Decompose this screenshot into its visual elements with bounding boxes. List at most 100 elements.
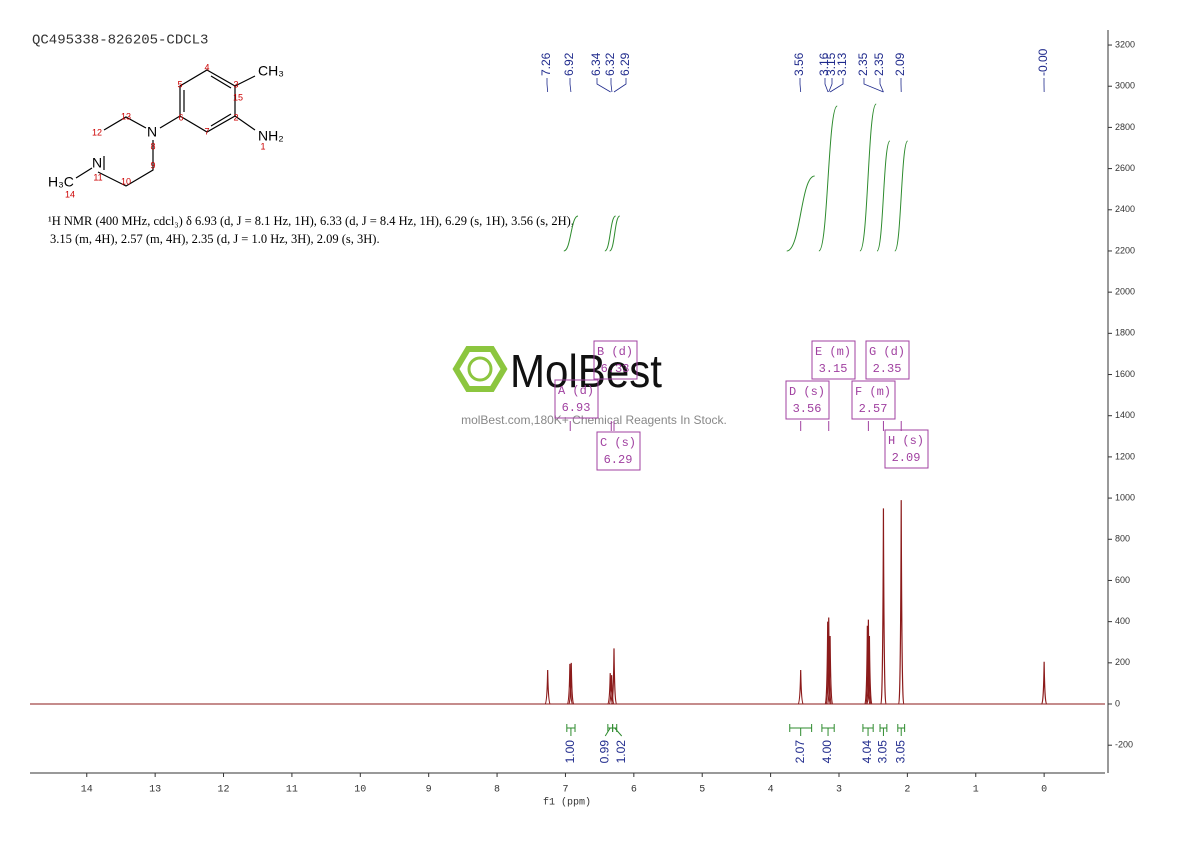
atom-number: 2 xyxy=(233,112,238,122)
peak xyxy=(898,500,905,705)
peak-label: 2.09 xyxy=(893,52,907,76)
multiplet-name: D (s) xyxy=(789,385,825,399)
x-tick-label: 5 xyxy=(699,785,705,796)
atom-number: 1 xyxy=(260,141,265,151)
multiplet-box xyxy=(811,340,856,380)
description-line: 3.15 (m, 4H), 2.57 (m, 4H), 2.35 (d, J =… xyxy=(50,232,380,246)
peak-label-leader xyxy=(824,78,829,93)
integral-label: 1.00 xyxy=(563,740,577,764)
peak-label-leader xyxy=(596,78,611,93)
multiplet-box xyxy=(785,380,830,420)
peak xyxy=(608,675,615,705)
peak-label: 3.56 xyxy=(792,52,806,76)
x-tick-label: 14 xyxy=(81,785,93,796)
atom-number: 11 xyxy=(93,172,102,182)
integral-label: 2.07 xyxy=(793,740,807,764)
x-tick-label: 3 xyxy=(836,785,842,796)
integral-bracket xyxy=(612,724,623,737)
x-tick-label: 9 xyxy=(426,785,432,796)
multiplet-shift: 6.33 xyxy=(601,362,630,376)
multiplet-name: A (d) xyxy=(558,384,594,398)
multiplet-name: G (d) xyxy=(869,345,905,359)
integral-curve xyxy=(609,215,621,252)
y-tick-label: 2200 xyxy=(1115,245,1135,255)
integral-label: 3.05 xyxy=(876,740,890,764)
y-tick-label: 1800 xyxy=(1115,328,1135,338)
y-tick-label: 1200 xyxy=(1115,451,1135,461)
peak xyxy=(566,663,573,705)
peak-label: 6.29 xyxy=(618,52,632,76)
peak-label-leader xyxy=(879,78,884,93)
peak xyxy=(825,617,832,705)
integral-curve xyxy=(818,105,838,252)
integral-label: 1.02 xyxy=(614,740,628,764)
peak-label: 6.34 xyxy=(589,52,603,76)
multiplet-box xyxy=(884,429,929,469)
peak-label-leader xyxy=(863,78,884,93)
atom-number: 7 xyxy=(204,126,209,136)
y-tick-label: 200 xyxy=(1115,657,1130,667)
y-tick-label: 800 xyxy=(1115,534,1130,544)
integral-bracket xyxy=(879,724,888,736)
integral-label: 4.04 xyxy=(860,740,874,764)
atom-labels: CH₃ NH₂ N N H₃C xyxy=(48,63,284,190)
multiplet-shift: 6.29 xyxy=(604,453,633,467)
benzene-ring xyxy=(179,69,236,133)
integral-bracket xyxy=(604,724,614,737)
x-tick-label: 13 xyxy=(149,785,161,796)
peak xyxy=(826,636,834,705)
multiplet-shift: 6.93 xyxy=(562,401,591,415)
peak-label: 3.13 xyxy=(835,52,849,76)
y-tick-label: 3200 xyxy=(1115,39,1135,49)
integral-bracket xyxy=(566,724,576,736)
multiplet-shift: 2.57 xyxy=(859,402,888,416)
peak xyxy=(865,619,872,705)
peak xyxy=(607,673,614,705)
x-tick-label: 10 xyxy=(354,785,366,796)
integral-label: 0.99 xyxy=(597,740,611,764)
integral-bracket xyxy=(789,724,813,736)
y-tick-label: 3000 xyxy=(1115,81,1135,91)
peak-label: 3.16 xyxy=(817,52,831,76)
y-tick-label: 1000 xyxy=(1115,492,1135,502)
atom-number: 5 xyxy=(177,79,182,89)
atom-numbers: 1 2 3 4 5 6 7 8 9 10 11 12 13 14 15 xyxy=(65,62,266,199)
peak-label: -0.00 xyxy=(1036,48,1050,76)
atom-label: NH₂ xyxy=(258,128,284,144)
logo-hexagon xyxy=(452,346,508,392)
x-tick-label: 12 xyxy=(218,785,230,796)
atom-number: 4 xyxy=(204,62,209,72)
atom-label: N xyxy=(92,155,102,171)
integral-curve xyxy=(876,140,891,252)
peak xyxy=(880,508,887,705)
peak xyxy=(797,670,804,705)
atom-number: 3 xyxy=(233,79,238,89)
peak xyxy=(1041,661,1048,705)
multiplet-name: F (m) xyxy=(855,385,891,399)
y-tick-label: 2800 xyxy=(1115,122,1135,132)
multiplet-shift: 3.56 xyxy=(793,402,822,416)
x-tick-label: 4 xyxy=(768,785,774,796)
multiplet-shift: 2.09 xyxy=(892,451,921,465)
peak xyxy=(866,636,873,705)
atom-number: 10 xyxy=(121,176,131,186)
integral-bracket xyxy=(821,724,835,736)
y-tick-label: 1600 xyxy=(1115,369,1135,379)
structure xyxy=(75,69,256,187)
peak-label-leader xyxy=(613,78,627,93)
y-tick-label: 2400 xyxy=(1115,204,1135,214)
atom-number: 9 xyxy=(150,160,155,170)
y-tick-label: 1400 xyxy=(1115,410,1135,420)
integral-curve xyxy=(859,103,877,252)
x-tick-label: 8 xyxy=(494,785,500,796)
logo-ring xyxy=(467,356,493,382)
atom-number: 8 xyxy=(150,141,155,151)
peak-label-leader xyxy=(828,78,833,93)
multiplet-name: C (s) xyxy=(600,436,636,450)
x-tick-label: 7 xyxy=(562,785,568,796)
peak-label-leader xyxy=(829,78,844,93)
y-tick-label: 600 xyxy=(1115,575,1130,585)
multiplet-box xyxy=(593,340,638,380)
x-tick-label: 2 xyxy=(904,785,910,796)
